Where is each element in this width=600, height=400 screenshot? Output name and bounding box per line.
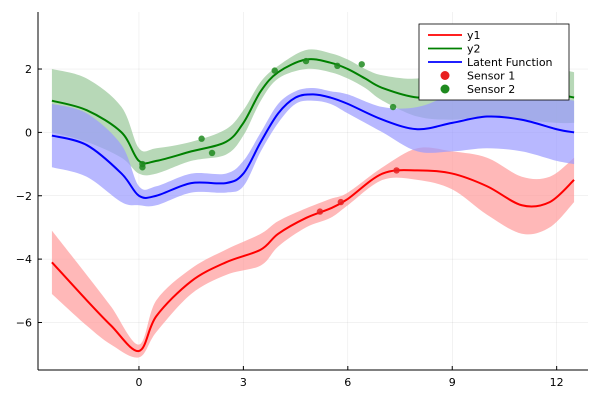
x-tick-label: 0 bbox=[135, 376, 142, 389]
legend-label: y1 bbox=[467, 29, 481, 42]
x-tick-label: 12 bbox=[550, 376, 564, 389]
point-sensor-2 bbox=[198, 135, 205, 142]
y-tick-label: −2 bbox=[16, 190, 32, 203]
sensor-points bbox=[139, 57, 400, 215]
point-sensor-2 bbox=[334, 62, 341, 70]
band-latent-function bbox=[51, 84, 575, 207]
y-tick-label: −6 bbox=[16, 316, 32, 329]
legend-label: y2 bbox=[467, 43, 481, 56]
axes: 0 3 6 9 12 −6 −4 −2 0 2 bbox=[16, 12, 588, 389]
point-sensor-1 bbox=[393, 167, 400, 174]
point-sensor-2 bbox=[139, 164, 146, 171]
point-sensor-2 bbox=[358, 61, 365, 68]
y-tick-label: −4 bbox=[16, 253, 32, 266]
line-y1 bbox=[51, 169, 575, 352]
y-tick-label: 0 bbox=[25, 126, 32, 139]
point-sensor-1 bbox=[316, 208, 324, 215]
legend-label: Sensor 2 bbox=[467, 83, 515, 96]
legend-label: Sensor 1 bbox=[467, 70, 515, 83]
point-sensor-2 bbox=[271, 67, 278, 74]
legend-marker bbox=[440, 71, 450, 80]
x-tick-label: 6 bbox=[344, 376, 351, 389]
point-sensor-1 bbox=[337, 198, 345, 206]
legend-label: Latent Function bbox=[467, 56, 553, 69]
point-sensor-2 bbox=[208, 149, 216, 157]
x-tick-label: 3 bbox=[240, 376, 247, 389]
band-y1 bbox=[51, 147, 575, 358]
line-latent-function bbox=[51, 93, 575, 199]
point-sensor-2 bbox=[389, 103, 397, 111]
legend-marker bbox=[440, 84, 450, 94]
x-tick-label: 9 bbox=[449, 376, 456, 389]
point-sensor-2 bbox=[302, 57, 310, 65]
y-tick-label: 2 bbox=[25, 63, 32, 76]
